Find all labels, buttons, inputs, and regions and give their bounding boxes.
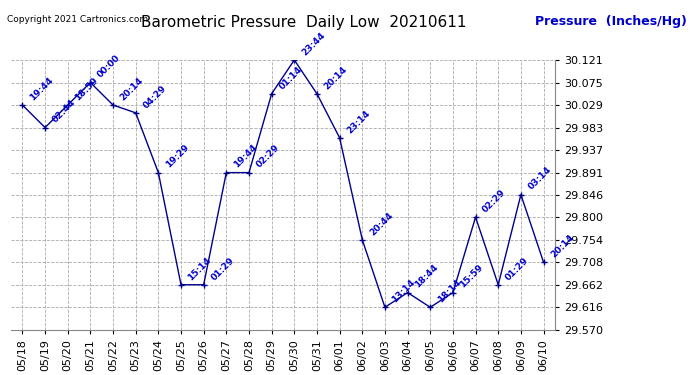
Text: 01:29: 01:29: [504, 255, 531, 282]
Text: 04:29: 04:29: [141, 83, 168, 110]
Text: 01:14: 01:14: [277, 64, 304, 91]
Text: 19:44: 19:44: [28, 75, 55, 102]
Text: 23:14: 23:14: [345, 108, 372, 135]
Text: 02:29: 02:29: [255, 143, 281, 170]
Text: 20:14: 20:14: [322, 64, 349, 91]
Text: 01:29: 01:29: [209, 255, 236, 282]
Text: 23:44: 23:44: [300, 30, 326, 57]
Text: 15:14: 15:14: [186, 255, 213, 282]
Text: Barometric Pressure  Daily Low  20210611: Barometric Pressure Daily Low 20210611: [141, 15, 466, 30]
Text: 02:29: 02:29: [481, 188, 508, 214]
Text: 03:14: 03:14: [526, 165, 553, 192]
Text: 15:59: 15:59: [458, 263, 485, 290]
Text: 18:59: 18:59: [73, 75, 100, 102]
Text: 02:44: 02:44: [50, 98, 77, 125]
Text: 19:29: 19:29: [164, 143, 190, 170]
Text: 18:44: 18:44: [413, 263, 440, 290]
Text: 13:14: 13:14: [391, 278, 417, 304]
Text: Pressure  (Inches/Hg): Pressure (Inches/Hg): [535, 15, 687, 28]
Text: 19:44: 19:44: [232, 143, 259, 170]
Text: 00:00: 00:00: [96, 54, 122, 80]
Text: Copyright 2021 Cartronics.com: Copyright 2021 Cartronics.com: [7, 15, 148, 24]
Text: 18:14: 18:14: [436, 278, 462, 304]
Text: 20:14: 20:14: [549, 233, 575, 260]
Text: 20:14: 20:14: [119, 76, 145, 102]
Text: 20:44: 20:44: [368, 210, 395, 237]
